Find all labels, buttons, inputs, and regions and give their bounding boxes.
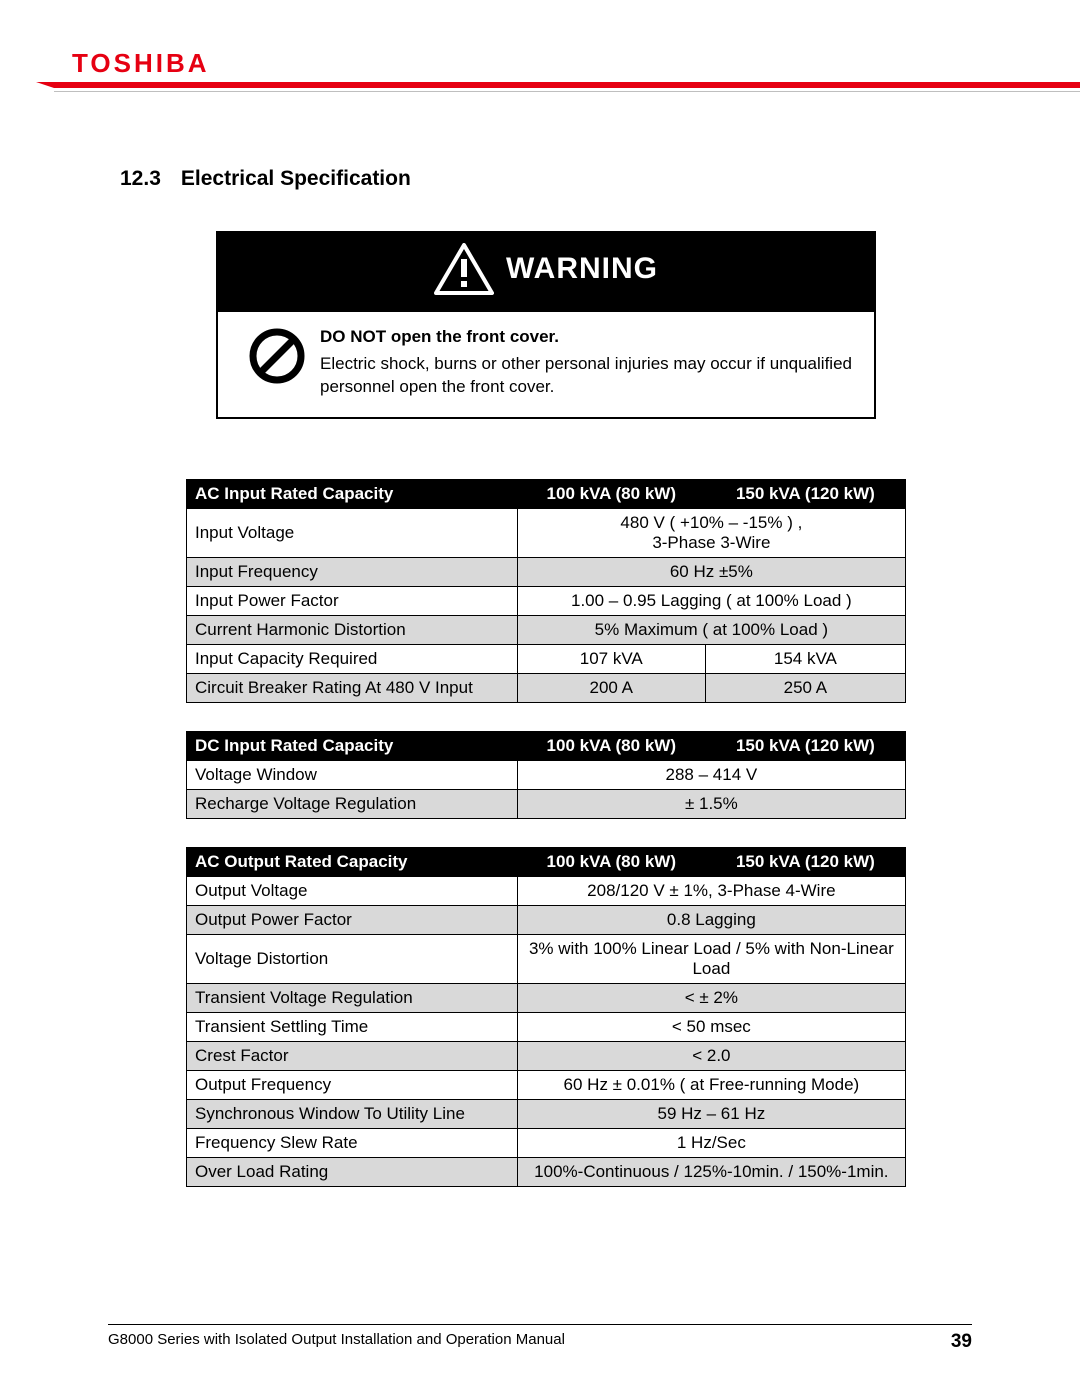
row-label: Crest Factor [187, 1041, 518, 1070]
table-col-header: 100 kVA (80 kW) [517, 479, 705, 508]
table-title: DC Input Rated Capacity [187, 731, 518, 760]
row-value: 154 kVA [705, 644, 905, 673]
row-label: Frequency Slew Rate [187, 1128, 518, 1157]
row-value: < 2.0 [517, 1041, 905, 1070]
table-row: Voltage Window288 – 414 V [187, 760, 906, 789]
table-row: Input Frequency60 Hz ±5% [187, 557, 906, 586]
row-label: Voltage Window [187, 760, 518, 789]
spec-table-1: DC Input Rated Capacity100 kVA (80 kW)15… [186, 731, 906, 819]
row-label: Recharge Voltage Regulation [187, 789, 518, 818]
row-value: 3% with 100% Linear Load / 5% with Non-L… [517, 934, 905, 983]
row-value: 250 A [705, 673, 905, 702]
warning-bold-line: DO NOT open the front cover. [320, 326, 858, 349]
table-row: Voltage Distortion3% with 100% Linear Lo… [187, 934, 906, 983]
row-value: < 50 msec [517, 1012, 905, 1041]
row-value: 60 Hz ± 0.01% ( at Free-running Mode) [517, 1070, 905, 1099]
header-rules [54, 82, 1080, 92]
row-value: 5% Maximum ( at 100% Load ) [517, 615, 905, 644]
row-label: Transient Voltage Regulation [187, 983, 518, 1012]
table-row: Output Frequency60 Hz ± 0.01% ( at Free-… [187, 1070, 906, 1099]
table-col-header: 150 kVA (120 kW) [705, 731, 905, 760]
table-row: Input Voltage480 V ( +10% – -15% ) ,3-Ph… [187, 508, 906, 557]
prohibit-icon [234, 326, 320, 399]
section-number: 12.3 [120, 167, 161, 190]
row-label: Input Voltage [187, 508, 518, 557]
row-label: Output Frequency [187, 1070, 518, 1099]
warning-text: DO NOT open the front cover. Electric sh… [320, 326, 858, 399]
row-label: Current Harmonic Distortion [187, 615, 518, 644]
table-row: Current Harmonic Distortion5% Maximum ( … [187, 615, 906, 644]
table-row: Circuit Breaker Rating At 480 V Input200… [187, 673, 906, 702]
row-value: < ± 2% [517, 983, 905, 1012]
spec-table-2: AC Output Rated Capacity100 kVA (80 kW)1… [186, 847, 906, 1187]
table-row: Frequency Slew Rate1 Hz/Sec [187, 1128, 906, 1157]
table-row: Input Power Factor1.00 – 0.95 Lagging ( … [187, 586, 906, 615]
row-label: Input Frequency [187, 557, 518, 586]
page-header: TOSHIBA [0, 0, 1080, 95]
table-col-header: 100 kVA (80 kW) [517, 731, 705, 760]
row-label: Circuit Breaker Rating At 480 V Input [187, 673, 518, 702]
table-row: Input Capacity Required107 kVA154 kVA [187, 644, 906, 673]
row-label: Output Voltage [187, 876, 518, 905]
page-number: 39 [951, 1331, 972, 1353]
row-value: 288 – 414 V [517, 760, 905, 789]
table-row: Transient Settling Time< 50 msec [187, 1012, 906, 1041]
warning-title: WARNING [506, 252, 658, 286]
row-value: 208/120 V ± 1%, 3-Phase 4-Wire [517, 876, 905, 905]
row-label: Input Power Factor [187, 586, 518, 615]
footer-text: G8000 Series with Isolated Output Instal… [108, 1331, 565, 1353]
row-value: 1 Hz/Sec [517, 1128, 905, 1157]
table-title: AC Input Rated Capacity [187, 479, 518, 508]
section-title-text: Electrical Specification [181, 167, 411, 190]
table-col-header: 150 kVA (120 kW) [705, 847, 905, 876]
table-row: Over Load Rating100%-Continuous / 125%-1… [187, 1157, 906, 1186]
warning-header: WARNING [218, 233, 874, 312]
table-col-header: 150 kVA (120 kW) [705, 479, 905, 508]
table-row: Output Power Factor0.8 Lagging [187, 905, 906, 934]
page-content: 12.3 Electrical Specification WARNING [0, 95, 1080, 1187]
row-label: Over Load Rating [187, 1157, 518, 1186]
row-value: 480 V ( +10% – -15% ) ,3-Phase 3-Wire [517, 508, 905, 557]
table-col-header: 100 kVA (80 kW) [517, 847, 705, 876]
row-label: Voltage Distortion [187, 934, 518, 983]
row-label: Output Power Factor [187, 905, 518, 934]
table-row: Output Voltage208/120 V ± 1%, 3-Phase 4-… [187, 876, 906, 905]
table-row: Crest Factor< 2.0 [187, 1041, 906, 1070]
row-label: Transient Settling Time [187, 1012, 518, 1041]
table-row: Recharge Voltage Regulation± 1.5% [187, 789, 906, 818]
row-value: 100%-Continuous / 125%-10min. / 150%-1mi… [517, 1157, 905, 1186]
row-value: 1.00 – 0.95 Lagging ( at 100% Load ) [517, 586, 905, 615]
warning-body-text: Electric shock, burns or other personal … [320, 353, 858, 399]
row-label: Synchronous Window To Utility Line [187, 1099, 518, 1128]
row-value: 60 Hz ±5% [517, 557, 905, 586]
row-value: 0.8 Lagging [517, 905, 905, 934]
spec-tables: AC Input Rated Capacity100 kVA (80 kW)15… [120, 479, 972, 1187]
table-row: Transient Voltage Regulation< ± 2% [187, 983, 906, 1012]
brand-logo: TOSHIBA [72, 48, 1080, 79]
warning-panel: WARNING DO NOT open the front cover. Ele… [216, 231, 876, 419]
warning-triangle-icon [434, 243, 494, 295]
row-value: 200 A [517, 673, 705, 702]
table-row: Synchronous Window To Utility Line59 Hz … [187, 1099, 906, 1128]
row-value: ± 1.5% [517, 789, 905, 818]
row-value: 107 kVA [517, 644, 705, 673]
row-label: Input Capacity Required [187, 644, 518, 673]
row-value: 59 Hz – 61 Hz [517, 1099, 905, 1128]
page-footer: G8000 Series with Isolated Output Instal… [108, 1324, 972, 1353]
section-heading: 12.3 Electrical Specification [120, 167, 972, 191]
spec-table-0: AC Input Rated Capacity100 kVA (80 kW)15… [186, 479, 906, 703]
table-title: AC Output Rated Capacity [187, 847, 518, 876]
